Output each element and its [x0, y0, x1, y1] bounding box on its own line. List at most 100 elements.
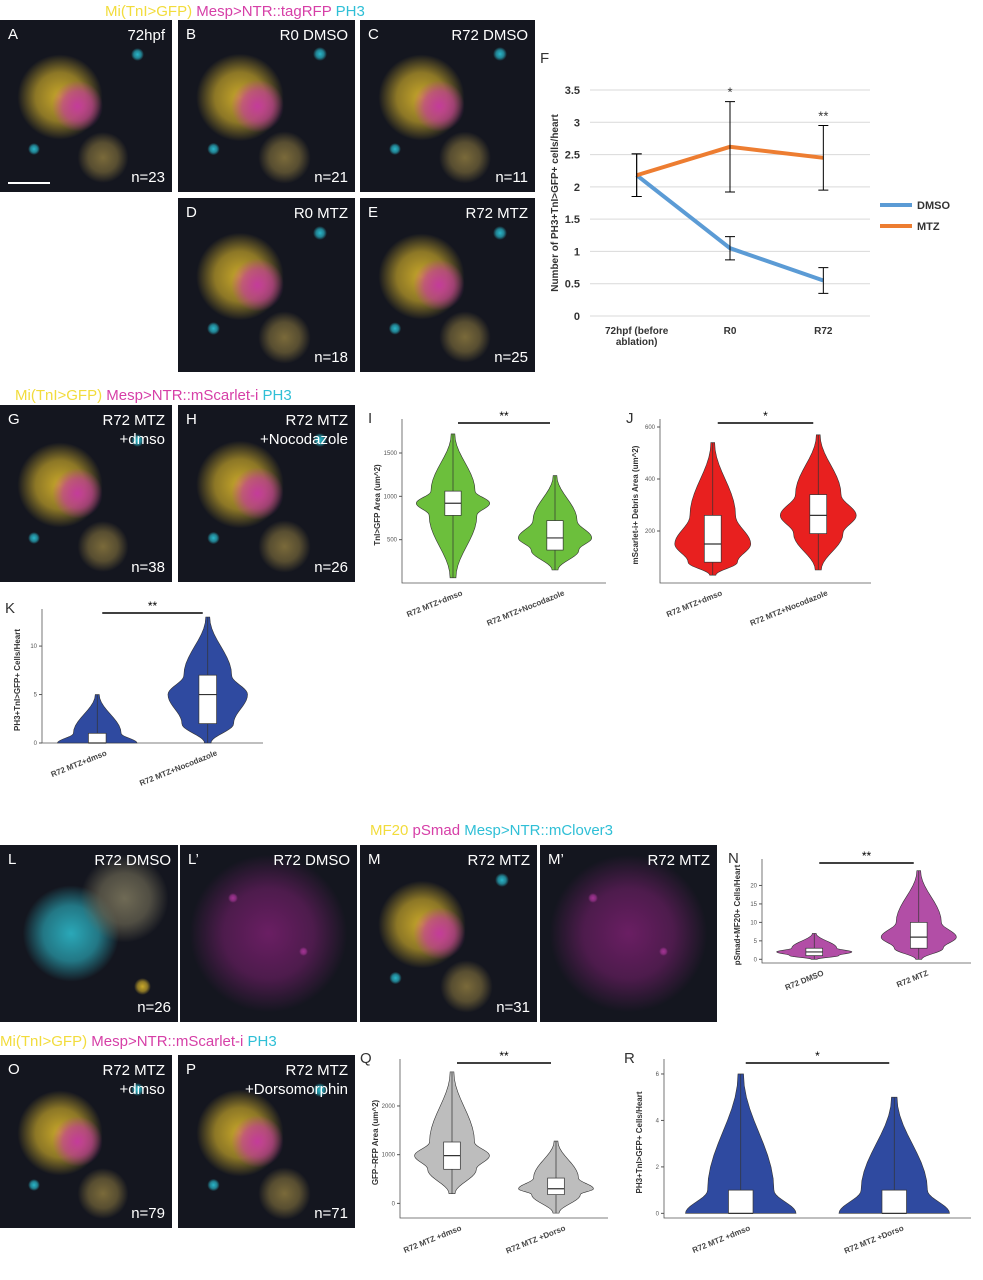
image-blob: [659, 946, 669, 956]
image-blob: [587, 892, 599, 904]
y-axis-label: TnI>GFP Area (um^2): [373, 464, 382, 546]
condition-line: R0 MTZ: [293, 205, 348, 222]
x-tick-label: R72 MTZ +dmso: [691, 1223, 752, 1254]
microscopy-panel: C R72 DMSO n=11: [360, 20, 535, 192]
box: [728, 1189, 754, 1214]
image-blob: [28, 142, 41, 155]
image-blob: [312, 47, 327, 62]
significance-mark: *: [727, 85, 732, 100]
panel-letter: J: [626, 410, 634, 427]
condition-line: R72 DMSO: [94, 852, 171, 869]
header-segment: MF20: [370, 822, 409, 839]
image-blob: [133, 977, 152, 996]
image-blob: [388, 322, 402, 335]
condition-line: +Nocodazole: [260, 431, 348, 448]
y-tick-label: 5: [34, 693, 38, 699]
header-segment: pSmad: [412, 822, 461, 839]
image-blob: [257, 131, 311, 185]
image-blob: [207, 142, 220, 156]
y-axis-label: Number of PH3+TnI>GFP+ cells/heart: [550, 114, 561, 292]
microscopy-panel: A 72hpf n=23: [0, 20, 172, 192]
y-tick-label: 4: [656, 1118, 660, 1124]
panel-condition: 72hpf: [127, 26, 165, 45]
image-blob: [548, 853, 709, 1014]
panel-group-header: MF20 pSmad Mesp>NTR::mClover3: [370, 822, 613, 839]
y-tick-label: 600: [645, 425, 656, 431]
chart: R 0 2 4 6 PH3+TnI>GFP+ Cells/Heart R72 MTZ +dm…: [624, 1049, 971, 1256]
image-blob: [231, 1114, 285, 1169]
condition-line: R72 MTZ: [465, 205, 528, 222]
microscopy-panel: O R72 MTZ +dmso n=79: [0, 1055, 172, 1228]
box: [881, 1189, 907, 1214]
image-blob: [207, 531, 220, 544]
condition-line: R72 MTZ: [102, 412, 165, 429]
chart: I 500 1000 1500 TnI>GFP Area (um^2) R72 MTZ+d…: [368, 409, 606, 628]
box: [910, 922, 928, 949]
panel-condition: R72 MTZ: [647, 851, 710, 870]
image-blob: [312, 1082, 327, 1097]
x-tick-label: R72 MTZ+Nocodazole: [749, 588, 830, 628]
header-segment: PH3: [335, 3, 365, 20]
panel-letter: L: [8, 851, 17, 868]
image-blob: [438, 131, 492, 184]
microscopy-panel: G R72 MTZ +dmso n=38: [0, 405, 172, 582]
microscopy-panel: D R0 MTZ n=18: [178, 198, 355, 372]
sample-size: n=21: [314, 169, 348, 186]
error-bar: [725, 101, 735, 193]
panel-letter: F: [540, 50, 549, 67]
axis: [663, 1059, 971, 1219]
header-segment: Mesp>NTR::tagRFP: [196, 3, 332, 20]
x-tick-label: R72 MTZ +Dorso: [505, 1223, 567, 1255]
image-blob: [312, 225, 327, 240]
condition-line: R72 MTZ: [467, 852, 530, 869]
panel-letter: B: [186, 26, 197, 43]
image-blob: [207, 1178, 220, 1191]
microscopy-panel: B R0 DMSO n=21: [178, 20, 355, 192]
y-tick-label: 0: [656, 1211, 660, 1217]
image-blob: [51, 80, 104, 132]
y-tick-label: 1000: [382, 1153, 396, 1159]
condition-line: R72 MTZ: [285, 1062, 348, 1079]
header-segment: Mi(TnI>GFP): [105, 3, 193, 20]
image-blob: [231, 258, 285, 312]
y-tick-label: 1.5: [565, 214, 580, 226]
panel-letter: M’: [548, 851, 564, 868]
x-tick-label: 72hpf (before ablation): [604, 326, 669, 348]
image-blob: [231, 79, 285, 133]
error-bar: [818, 125, 829, 191]
panel-condition: R72 DMSO: [451, 26, 528, 45]
image-blob: [227, 892, 239, 904]
x-tick-label: R72: [814, 326, 833, 337]
panel-letter: G: [8, 411, 20, 428]
significance-mark: **: [499, 1049, 509, 1063]
error-bar: [818, 267, 829, 294]
condition-line: +dmso: [119, 1081, 165, 1098]
panel-group-header: Mi(TnI>GFP) Mesp>NTR::mScarlet-i PH3: [15, 387, 292, 404]
header-segment: PH3: [262, 387, 292, 404]
y-tick-label: 3: [574, 117, 580, 129]
image-blob: [130, 1082, 145, 1097]
panel-condition: R72 MTZ: [467, 851, 530, 870]
x-tick-label: R72 MTZ+Nocodazole: [486, 588, 567, 628]
image-blob: [299, 946, 309, 956]
axis: [399, 1059, 608, 1219]
y-tick-label: 0.5: [565, 279, 580, 291]
sample-size: n=31: [496, 999, 530, 1016]
x-tick-label: R72 MTZ+dmso: [50, 748, 108, 779]
y-tick-label: 10: [750, 920, 757, 926]
y-tick-label: 0: [574, 311, 580, 323]
image-blob: [412, 258, 465, 312]
panel-letter: Q: [360, 1050, 372, 1067]
image-blob: [257, 1166, 311, 1220]
significance-mark: *: [815, 1049, 820, 1063]
image-blob: [51, 467, 104, 520]
header-segment: PH3: [247, 1033, 277, 1050]
image-blob: [412, 79, 465, 133]
y-tick-label: 3.5: [565, 85, 580, 97]
header-segment: Mesp>NTR::mScarlet-i: [106, 387, 259, 404]
axis: [761, 859, 971, 964]
axis: [659, 419, 871, 584]
panel-letter: D: [186, 204, 197, 221]
panel-condition: R72 MTZ +Nocodazole: [260, 411, 348, 449]
